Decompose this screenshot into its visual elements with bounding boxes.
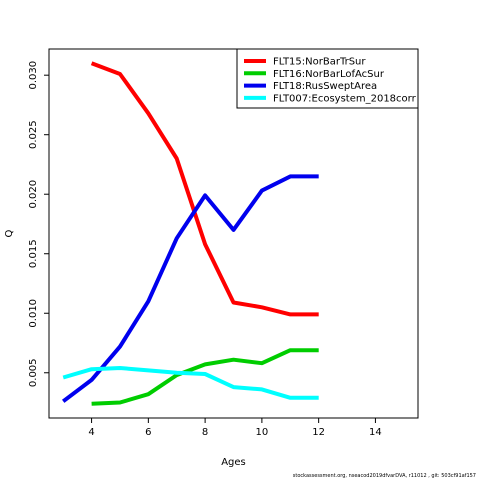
plot-frame (48, 48, 419, 419)
series-lines (61, 61, 319, 406)
x-tick-label: 12 (312, 427, 325, 438)
y-tick-label: 0.020 (28, 180, 39, 209)
x-tick-label: 4 (88, 427, 94, 438)
x-tick-label: 14 (369, 427, 382, 438)
series-line-2 (91, 348, 319, 406)
y-tick-label: 0.025 (28, 120, 39, 149)
x-axis: 4 6 8 10 12 14 (88, 418, 382, 438)
legend-label-1: FLT15:NorBarTrSur (273, 57, 366, 68)
series-line-1 (90, 61, 319, 317)
legend-label-4: FLT007:Ecosystem_2018corr (273, 93, 417, 104)
series-line-3 (61, 174, 319, 403)
legend-box (236, 48, 419, 109)
legend-label-3: FLT18:RusSweptArea (273, 81, 377, 92)
y-tick-label: 0.015 (28, 239, 39, 268)
x-tick-label: 6 (145, 427, 151, 438)
y-tick-label: 0.010 (28, 299, 39, 328)
y-tick-label: 0.005 (28, 358, 39, 387)
y-axis: 0.005 0.010 0.015 0.020 0.025 0.030 (28, 61, 49, 387)
footer-caption: stockassessment.org, nseacod2019dfvarDVA… (292, 473, 476, 479)
x-tick-label: 8 (202, 427, 208, 438)
legend: FLT15:NorBarTrSurFLT16:NorBarLofAcSurFLT… (236, 48, 419, 109)
series-line-4 (62, 366, 319, 400)
legend-label-2: FLT16:NorBarLofAcSur (273, 69, 385, 80)
y-axis-label: Q (4, 229, 15, 237)
x-axis-label: Ages (221, 457, 246, 468)
x-tick-label: 10 (256, 427, 269, 438)
y-tick-label: 0.030 (28, 61, 39, 90)
